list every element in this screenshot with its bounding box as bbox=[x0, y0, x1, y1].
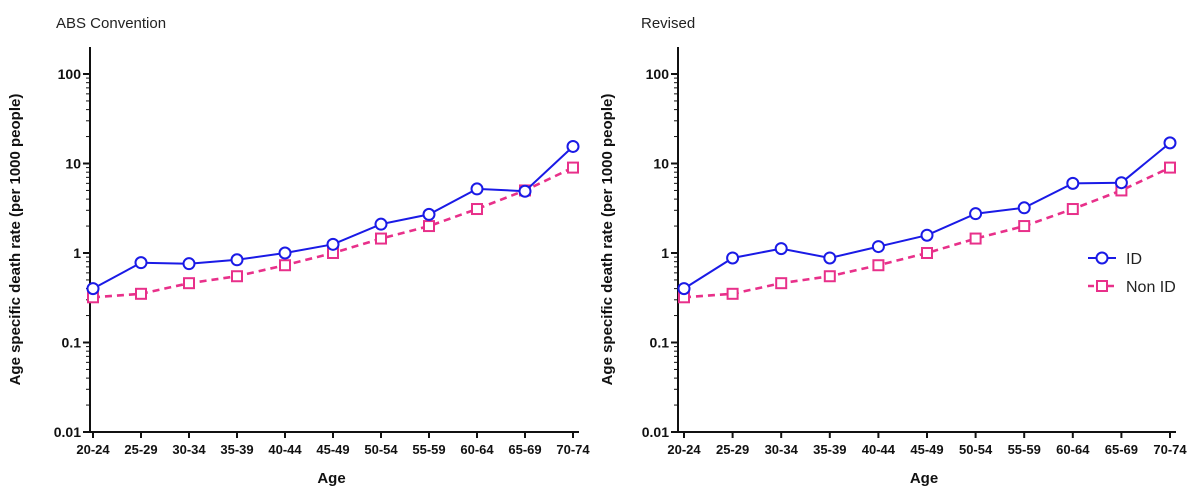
data-point-square bbox=[471, 203, 483, 216]
series-line-non-id bbox=[92, 166, 574, 299]
y-axis-title: Age specific death rate (per 1000 people… bbox=[7, 94, 24, 386]
data-point-circle bbox=[969, 207, 983, 221]
data-point-square bbox=[231, 270, 243, 283]
data-point-circle bbox=[518, 184, 532, 198]
x-tick-label: 70-74 bbox=[1153, 442, 1187, 457]
data-point-circle bbox=[134, 256, 148, 270]
x-tick-label: 40-44 bbox=[268, 442, 302, 457]
chart-panel-2: Revised 100 10 1 0.1 0.01 20-24 25-29 30-34 35-39… bbox=[599, 15, 1187, 487]
data-point-square bbox=[183, 277, 195, 290]
data-point-square bbox=[775, 277, 788, 290]
data-point-circle bbox=[677, 282, 691, 296]
data-point-square bbox=[921, 247, 933, 259]
data-point-circle bbox=[470, 182, 484, 196]
data-point-square bbox=[1164, 161, 1176, 174]
x-tick-label: 40-44 bbox=[862, 442, 896, 457]
x-tick-label: 35-39 bbox=[813, 442, 846, 457]
data-point-circle bbox=[774, 242, 788, 256]
data-point-square bbox=[1066, 203, 1079, 216]
data-point-circle bbox=[230, 253, 244, 267]
data-point-circle bbox=[920, 228, 934, 242]
x-tick-label: 25-29 bbox=[716, 442, 749, 457]
x-tick-label: 70-74 bbox=[556, 442, 590, 457]
data-point-circle bbox=[182, 257, 196, 271]
y-tick-label: 0.1 bbox=[62, 335, 82, 351]
x-tick-label: 30-34 bbox=[765, 442, 799, 457]
data-point-circle bbox=[566, 139, 580, 153]
data-point-square bbox=[823, 270, 836, 283]
x-tick-label: 60-64 bbox=[460, 442, 494, 457]
y-tick-label: 1 bbox=[73, 245, 81, 261]
x-tick-label: 50-54 bbox=[959, 442, 993, 457]
chart-title: ABS Convention bbox=[56, 15, 166, 32]
data-point-circle bbox=[1017, 201, 1031, 215]
x-tick-label: 25-29 bbox=[124, 442, 157, 457]
y-tick-label: 1 bbox=[661, 245, 669, 261]
x-tick-label: 20-24 bbox=[76, 442, 110, 457]
x-tick-label: 60-64 bbox=[1056, 442, 1090, 457]
y-tick-label: 100 bbox=[58, 66, 82, 82]
legend-label: ID bbox=[1126, 251, 1142, 268]
data-point-square bbox=[423, 220, 435, 233]
legend-item-non-id: Non ID bbox=[1088, 279, 1176, 296]
legend-marker-square bbox=[1096, 280, 1108, 292]
data-point-circle bbox=[1163, 136, 1177, 150]
x-tick-label: 35-39 bbox=[220, 442, 253, 457]
data-point-square bbox=[375, 232, 387, 245]
x-tick-label: 65-69 bbox=[508, 442, 541, 457]
x-tick-label: 45-49 bbox=[316, 442, 349, 457]
legend-marker-circle bbox=[1095, 251, 1109, 265]
data-point-square bbox=[279, 259, 291, 272]
y-tick-label: 10 bbox=[65, 156, 81, 172]
series-line-id bbox=[92, 145, 574, 290]
data-point-square bbox=[969, 232, 982, 245]
data-point-square bbox=[567, 161, 579, 174]
data-point-square bbox=[135, 287, 147, 300]
x-axis-title: Age bbox=[910, 470, 938, 487]
x-tick-label: 50-54 bbox=[364, 442, 398, 457]
legend-item-id: ID bbox=[1088, 251, 1142, 268]
data-point-circle bbox=[1114, 176, 1128, 190]
series-line-id bbox=[683, 142, 1171, 290]
chart-title: Revised bbox=[641, 15, 695, 32]
y-tick-label: 0.01 bbox=[642, 424, 669, 440]
x-tick-label: 55-59 bbox=[412, 442, 445, 457]
y-tick-label: 0.01 bbox=[54, 424, 81, 440]
x-tick-label: 20-24 bbox=[667, 442, 701, 457]
data-point-circle bbox=[326, 237, 340, 251]
data-point-circle bbox=[823, 251, 837, 265]
x-tick-label: 45-49 bbox=[910, 442, 943, 457]
data-point-circle bbox=[871, 240, 885, 254]
y-tick-label: 10 bbox=[653, 156, 669, 172]
data-point-square bbox=[726, 287, 739, 300]
data-point-square bbox=[1018, 220, 1031, 233]
data-point-circle bbox=[374, 217, 388, 231]
y-tick-label: 100 bbox=[646, 66, 670, 82]
data-point-circle bbox=[278, 246, 292, 260]
data-point-circle bbox=[86, 282, 100, 296]
y-axis-title: Age specific death rate (per 1000 people… bbox=[599, 94, 616, 386]
x-tick-label: 30-34 bbox=[172, 442, 206, 457]
data-point-circle bbox=[1066, 176, 1080, 190]
x-axis-title: Age bbox=[317, 470, 345, 487]
chart-panel-1: ABS Convention 100 10 1 0.1 0.01 20-24 25-29 30-… bbox=[7, 15, 590, 487]
data-point-circle bbox=[422, 207, 436, 221]
x-tick-label: 65-69 bbox=[1105, 442, 1138, 457]
data-point-circle bbox=[726, 251, 740, 265]
x-tick-label: 55-59 bbox=[1008, 442, 1041, 457]
data-point-square bbox=[872, 259, 885, 272]
y-tick-label: 0.1 bbox=[650, 335, 670, 351]
legend-label: Non ID bbox=[1126, 279, 1176, 296]
